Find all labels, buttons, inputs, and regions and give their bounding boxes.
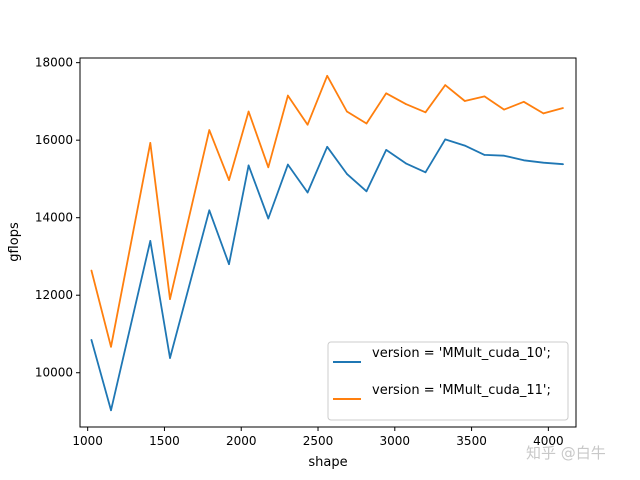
series-0-point <box>542 161 545 164</box>
series-1-point <box>405 103 407 105</box>
x-axis-label: shape <box>308 455 347 470</box>
series-1-point <box>483 95 486 98</box>
series-0-point <box>385 149 388 151</box>
x-tick-label: 4000 <box>533 434 564 448</box>
ticks-layer: 1000 1500 2000 2500 3000 3500 4000 10000 12000 14… <box>35 56 564 448</box>
series-1-point <box>228 179 230 181</box>
series-0-point <box>405 162 407 165</box>
series-1-point <box>464 100 466 102</box>
series-1-point <box>90 269 93 272</box>
series-0-point <box>326 146 329 148</box>
series-0-point <box>208 209 211 212</box>
series-0-point <box>483 154 486 156</box>
series-0-point <box>306 191 309 194</box>
series-0-point <box>444 138 447 141</box>
series-1-point <box>424 111 427 114</box>
series-0-point <box>346 173 348 175</box>
series-0-point <box>503 154 505 157</box>
series-0-point <box>365 190 368 193</box>
y-tick-label: 18000 <box>35 56 73 70</box>
series-0-point <box>424 171 427 174</box>
series-0-point <box>169 357 171 359</box>
y-tick-label: 12000 <box>35 288 73 302</box>
series-1-point <box>247 110 250 113</box>
series-1-point <box>562 107 564 109</box>
series-1-point <box>365 122 368 125</box>
x-tick-label: 3000 <box>380 434 411 448</box>
watermark: 知乎 @白牛 <box>526 444 606 462</box>
series-1-point <box>444 84 447 86</box>
series-0-point <box>90 339 93 341</box>
series-1-point <box>110 346 112 348</box>
series-1-point <box>326 75 329 77</box>
series-1-point <box>503 108 505 111</box>
legend-label-cuda-10: version = 'MMult_cuda_10'; <box>372 346 551 361</box>
y-axis-label: gflops <box>7 222 22 262</box>
x-tick-label: 1500 <box>149 434 180 448</box>
series-0-point <box>110 409 112 412</box>
series-0-point <box>267 217 270 220</box>
series-0-point <box>228 263 230 266</box>
series-1-point <box>542 112 545 115</box>
series-0-point <box>523 159 525 162</box>
legend-box <box>327 341 569 421</box>
series-1-point <box>523 101 525 103</box>
series-1-point <box>208 129 211 131</box>
plot-frame <box>79 57 577 428</box>
x-tick-label: 2500 <box>303 434 334 448</box>
y-tick-label: 10000 <box>35 366 73 380</box>
legend-label-cuda-11: version = 'MMult_cuda_11'; <box>372 383 551 398</box>
series-0-point <box>562 163 564 165</box>
series-0-point <box>149 240 152 242</box>
series-0-point <box>464 144 466 147</box>
series-1-point <box>267 166 270 169</box>
series-0-point <box>247 164 250 167</box>
x-tick-label: 2000 <box>226 434 257 448</box>
series-1-point <box>306 123 309 126</box>
series-0-point <box>287 163 289 166</box>
series-lines <box>90 74 564 412</box>
series-1-point <box>149 142 152 144</box>
series-1-point <box>346 110 348 113</box>
y-tick-label: 16000 <box>35 133 73 147</box>
series-1-point <box>385 92 388 95</box>
x-tick-label: 1000 <box>72 434 103 448</box>
y-tick-label: 14000 <box>35 211 73 225</box>
legend: version = 'MMult_cuda_10'; version = 'MM… <box>327 341 569 421</box>
x-tick-label: 3500 <box>456 434 487 448</box>
series-1-point <box>287 94 289 97</box>
series-1-point <box>169 298 171 300</box>
